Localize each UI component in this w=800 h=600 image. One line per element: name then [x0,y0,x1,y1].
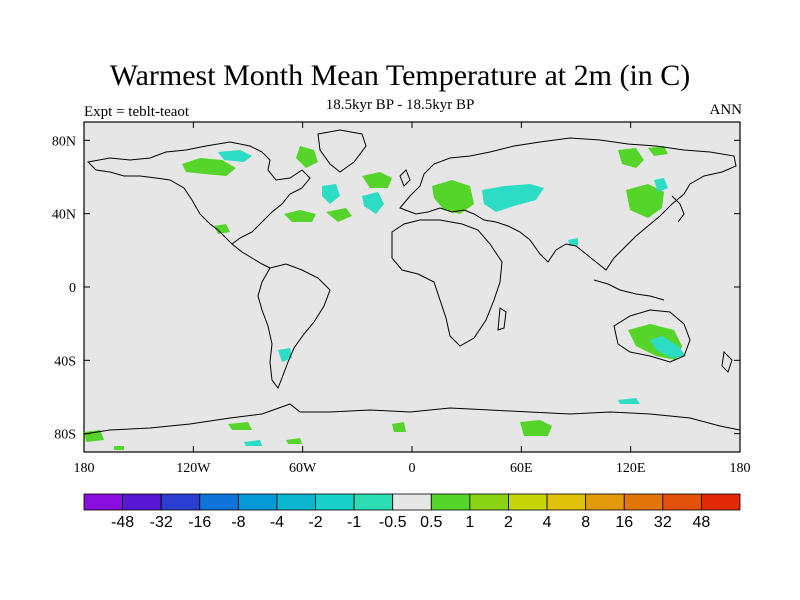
colorbar-swatch [160,493,201,511]
colorbar-swatch [315,493,355,511]
anomaly-region-mexico [214,224,230,234]
lon-tick-label: 180 [74,461,95,476]
colorbar-label: -8 [231,514,245,531]
lat-tick-label: 40N [52,208,76,223]
colorbar-label: -0.5 [379,514,407,531]
anomaly-region-n-atlantic [362,172,392,188]
colorbar-swatch [508,493,548,511]
colorbar-label: -48 [111,514,134,531]
map-panel: 180 120W 60W 0 60E 120E 180 80N 40N 0 40S 80S [52,121,751,476]
cool-region-antarctica [244,440,262,446]
map-title: Warmest Month Mean Temperature at 2m (in… [109,59,691,92]
colorbar-label: 1 [465,514,474,531]
colorbar-label: 48 [693,514,711,531]
axis-ticks [83,122,741,452]
anomaly-region-antarctica-e [114,446,124,450]
coastline-madagascar [497,307,507,331]
coastline-indonesia [593,279,665,301]
anomaly-region-baffin [296,146,318,168]
colorbar-swatch [662,493,702,511]
lon-tick-label: 60E [510,461,533,476]
colorbar-label: 32 [654,514,672,531]
colorbar-label: -1 [347,514,361,531]
experiment-label: Expt = teblt-teaot [84,104,190,120]
coastline-greenland [317,129,367,173]
coastline-north-america [86,141,311,245]
anomaly-regions [84,146,686,450]
colorbar-label: 4 [543,514,552,531]
anomaly-region-canada [182,158,236,176]
coastline-australia [613,309,691,363]
anomaly-region-antarctica-d [286,438,302,444]
map-subtitle: 18.5kyr BP - 18.5kyr BP [325,97,475,113]
coastline-new-zealand [721,350,733,373]
cool-region-india [568,238,578,246]
colorbar-labels: -48 -32 -16 -8 -4 -2 -1 -0.5 0.5 1 2 4 8 16 32 48 [111,514,710,531]
colorbar-swatch [276,493,316,511]
anomaly-region-antarctica-b [392,422,406,432]
lat-tick-label: 80N [52,134,76,149]
lat-tick-label: 80S [54,428,76,443]
coastline-uk [399,169,411,187]
cool-region-southern-ocean [618,398,640,404]
map-background [83,121,741,453]
anomaly-region-china [626,184,664,218]
coastline-africa [391,219,503,347]
colorbar-swatch [430,493,471,511]
colorbar-label: 0.5 [420,514,442,531]
colorbar [83,493,741,511]
colorbar-label: -16 [188,514,211,531]
colorbar-swatch [546,493,587,511]
lon-tick-label: 120W [176,461,211,476]
cool-region-central-asia [482,184,544,212]
lon-tick-label: 120E [616,461,646,476]
longitude-tick-labels: 180 120W 60W 0 60E 120E 180 [74,461,751,476]
lat-tick-label: 0 [69,281,76,296]
coastline-central-america [231,243,271,269]
latitude-tick-labels: 80N 40N 0 40S 80S [52,134,76,442]
colorbar-swatch [469,493,509,511]
colorbar-swatch [353,493,394,511]
colorbar-swatch [237,493,278,511]
cool-region-arctic-canada [218,150,252,162]
colorbar-label: 8 [581,514,590,531]
cool-region-patagonia [278,348,292,362]
colorbar-swatch [701,493,741,511]
anomaly-region-us [284,210,316,222]
cool-region-mid-atlantic [362,192,384,214]
coastline-eurasia [399,137,737,271]
lon-tick-label: 0 [409,461,416,476]
colorbar-swatch [392,493,432,511]
anomaly-region-siberia [618,148,644,168]
cool-region-china [654,178,668,192]
colorbar-label: -2 [308,514,322,531]
anomaly-region-mid-atlantic [326,208,352,222]
colorbar-label: -32 [150,514,173,531]
cool-region-australia [650,336,686,358]
lon-tick-label: 60W [289,461,317,476]
colorbar-label: 16 [615,514,633,531]
colorbar-swatch [122,493,162,511]
lon-tick-label: 180 [730,461,751,476]
anomaly-region-antarctica-c [520,420,552,436]
colorbar-label: 2 [504,514,513,531]
colorbar-swatch [585,493,625,511]
cool-region-atlantic [322,184,340,204]
coastline-south-america [257,263,331,390]
anomaly-region-arctic-siberia [648,146,668,156]
anomaly-region-antarctica-a [228,422,252,430]
coastline-antarctica [83,403,741,435]
lat-tick-label: 40S [54,354,76,369]
colorbar-swatch [83,493,123,511]
anomaly-region-europe [432,180,474,214]
coastlines [83,129,741,435]
colorbar-swatch [623,493,664,511]
coastline-japan [671,195,685,223]
colorbar-swatch [199,493,239,511]
season-label: ANN [709,102,743,118]
colorbar-label: -4 [270,514,284,531]
